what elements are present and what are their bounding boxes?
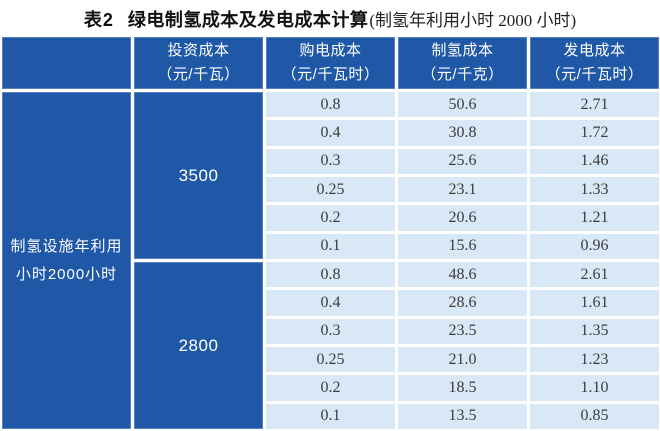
generation-cost-cell: 1.35	[530, 318, 659, 344]
generation-cost-cell: 2.61	[530, 262, 659, 288]
column-header-unit: （元/千瓦时）	[281, 66, 380, 83]
table-caption: 表2 绿电制氢成本及发电成本计算 (制氢年利用小时 2000 小时)	[0, 0, 660, 37]
hydrogen-cost-cell: 25.6	[398, 148, 527, 174]
power-cost-cell: 0.2	[266, 205, 395, 231]
generation-cost-cell: 2.71	[530, 92, 659, 118]
hydrogen-cost-cell: 28.6	[398, 290, 527, 316]
generation-cost-cell: 0.96	[530, 233, 659, 259]
column-header-unit: （元/千瓦时）	[545, 66, 644, 83]
generation-cost-cell: 1.46	[530, 148, 659, 174]
power-cost-cell: 0.25	[266, 347, 395, 373]
generation-cost-cell: 1.33	[530, 177, 659, 203]
generation-cost-cell: 1.61	[530, 290, 659, 316]
column-header-investment-cost: 投资成本 （元/千瓦）	[134, 37, 263, 89]
column-header-label: 投资成本	[167, 42, 230, 59]
row-group-header: 制氢设施年利用 小时2000小时	[2, 92, 131, 429]
investment-value-3500: 3500	[134, 92, 263, 259]
column-header-label: 制氢成本	[431, 42, 494, 59]
row-group-header-line1: 制氢设施年利用	[10, 237, 123, 255]
column-header-power-purchase-cost: 购电成本 （元/千瓦时）	[266, 37, 395, 89]
power-cost-cell: 0.8	[266, 92, 395, 118]
power-cost-cell: 0.2	[266, 375, 395, 401]
table-title: 绿电制氢成本及发电成本计算	[127, 9, 369, 30]
hydrogen-cost-cell: 30.8	[398, 120, 527, 146]
power-cost-cell: 0.25	[266, 177, 395, 203]
power-cost-cell: 0.4	[266, 290, 395, 316]
column-header-unit: （元/千瓦）	[157, 66, 240, 83]
corner-cell	[2, 37, 131, 89]
power-cost-cell: 0.3	[266, 318, 395, 344]
table-title-note: (制氢年利用小时 2000 小时)	[369, 11, 577, 30]
hydrogen-cost-cell: 15.6	[398, 233, 527, 259]
generation-cost-cell: 0.85	[530, 403, 659, 429]
hydrogen-cost-cell: 20.6	[398, 205, 527, 231]
investment-value-2800: 2800	[134, 262, 263, 429]
hydrogen-cost-cell: 23.5	[398, 318, 527, 344]
hydrogen-cost-cell: 21.0	[398, 347, 527, 373]
generation-cost-cell: 1.10	[530, 375, 659, 401]
hydrogen-cost-cell: 13.5	[398, 403, 527, 429]
generation-cost-cell: 1.23	[530, 347, 659, 373]
row-group-header-line2: 小时2000小时	[15, 265, 118, 283]
column-header-unit: （元/千克）	[421, 66, 504, 83]
hydrogen-cost-cell: 50.6	[398, 92, 527, 118]
power-cost-cell: 0.3	[266, 148, 395, 174]
power-cost-cell: 0.1	[266, 403, 395, 429]
power-cost-cell: 0.4	[266, 120, 395, 146]
hydrogen-cost-cell: 48.6	[398, 262, 527, 288]
generation-cost-cell: 1.72	[530, 120, 659, 146]
column-header-hydrogen-cost: 制氢成本 （元/千克）	[398, 37, 527, 89]
hydrogen-cost-cell: 18.5	[398, 375, 527, 401]
cost-table: 投资成本 （元/千瓦） 购电成本 （元/千瓦时） 制氢成本 （元/千克） 发电成…	[2, 37, 659, 429]
table-number: 表2	[83, 9, 114, 30]
hydrogen-cost-cell: 23.1	[398, 177, 527, 203]
column-header-label: 购电成本	[299, 42, 362, 59]
column-header-label: 发电成本	[563, 42, 626, 59]
generation-cost-cell: 1.21	[530, 205, 659, 231]
power-cost-cell: 0.1	[266, 233, 395, 259]
column-header-generation-cost: 发电成本 （元/千瓦时）	[530, 37, 659, 89]
power-cost-cell: 0.8	[266, 262, 395, 288]
